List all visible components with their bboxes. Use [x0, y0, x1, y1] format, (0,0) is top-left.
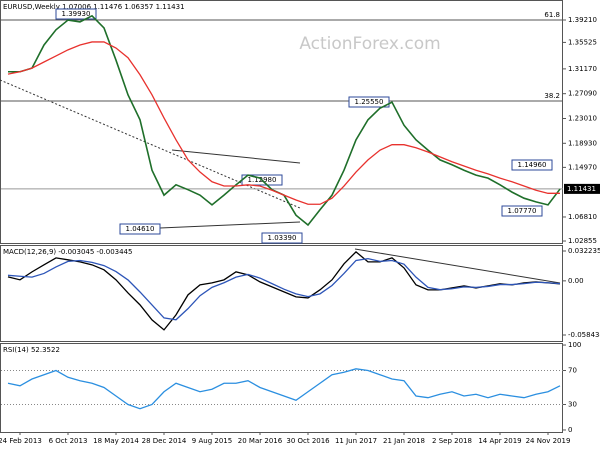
y-tick-label: 1.31170: [568, 65, 597, 73]
rsi-label: RSI(14) 52.3522: [3, 346, 60, 354]
annotation-box: [119, 223, 161, 235]
macd-panel: [0, 245, 563, 342]
x-tick-label: 11 Jun 2017: [335, 437, 377, 445]
last-price-label: 1.11431: [567, 185, 596, 193]
annotation: 1.04610: [126, 225, 155, 233]
x-tick-label: 28 Dec 2014: [142, 437, 187, 445]
x-tick-label: 30 Oct 2016: [286, 437, 330, 445]
annotation: 1.14960: [518, 161, 547, 169]
y-tick-label: 30: [568, 400, 577, 408]
y-tick-label: 1.06810: [568, 213, 597, 221]
rsi-panel: [0, 343, 563, 433]
y-tick-label: 0.032235: [568, 247, 600, 255]
x-tick-label: 20 Mar 2016: [238, 437, 283, 445]
channel-lower: [159, 221, 301, 229]
x-tick-label: 18 May 2014: [93, 437, 139, 445]
y-tick-label: 100: [568, 341, 581, 349]
annotation: 1.07770: [508, 207, 537, 215]
x-tick-label: 24 Nov 2019: [526, 437, 571, 445]
y-tick-label: 1.02855: [568, 237, 597, 245]
chart-title: EURUSD,Weekly 1.07006 1.11476 1.06357 1.…: [3, 3, 185, 11]
y-tick-label: 1.14970: [568, 163, 597, 171]
x-tick-label: 24 Feb 2013: [0, 437, 42, 445]
series-line: [8, 14, 561, 227]
macd-label: MACD(12,26,9) -0.003045 -0.003445: [3, 248, 132, 256]
x-tick-label: 2 Sep 2018: [432, 437, 472, 445]
y-tick-label: 1.23010: [568, 114, 597, 122]
price-panel: [0, 0, 563, 244]
annotation-box: [348, 96, 390, 108]
series-line: [7, 257, 561, 321]
annotation-box: [261, 232, 303, 244]
level-label: 61.8: [544, 11, 560, 19]
x-tick-label: 6 Oct 2013: [49, 437, 88, 445]
y-tick-label: -0.058434: [568, 331, 600, 339]
y-tick-label: 0.00: [568, 277, 584, 285]
x-tick-label: 9 Aug 2015: [192, 437, 232, 445]
y-tick-label: 1.39210: [568, 16, 597, 24]
annotation-box: [501, 205, 543, 217]
series-line: [7, 41, 560, 205]
y-tick-label: 70: [568, 367, 577, 375]
annotation: 1.03390: [268, 234, 297, 242]
watermark: ActionForex.com: [299, 34, 440, 54]
series-line: [7, 368, 561, 410]
y-tick-label: 1.27090: [568, 90, 597, 98]
annotation-box: [55, 8, 97, 20]
x-tick-label: 21 Jan 2018: [383, 437, 425, 445]
macd-trend-line: [354, 248, 561, 284]
last-price-box: [564, 183, 600, 194]
y-tick-label: 1.18930: [568, 139, 597, 147]
x-tick-label: 14 Apr 2019: [478, 437, 521, 445]
y-tick-label: 0: [568, 426, 572, 434]
level-label: 38.2: [544, 92, 560, 100]
annotation: 1.25550: [355, 98, 384, 106]
channel-upper: [171, 149, 301, 164]
annotation-box: [511, 159, 553, 171]
series-line: [7, 250, 561, 331]
annotation: 1.39930: [62, 10, 91, 18]
y-tick-label: 1.35525: [568, 38, 597, 46]
